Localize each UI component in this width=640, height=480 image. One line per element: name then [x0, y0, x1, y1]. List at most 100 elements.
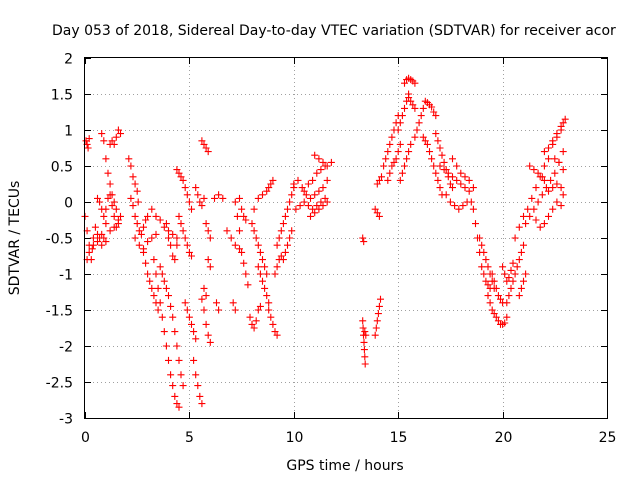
- data-point: [323, 176, 331, 184]
- data-point: [202, 292, 210, 300]
- data-point: [238, 205, 246, 213]
- data-point: [490, 310, 498, 318]
- data-point: [453, 176, 461, 184]
- data-point: [144, 238, 152, 246]
- y-tick-label: 2: [64, 52, 73, 68]
- data-point: [177, 220, 185, 228]
- data-point: [279, 220, 287, 228]
- data-point: [227, 234, 235, 242]
- data-point: [167, 241, 175, 249]
- data-point: [173, 166, 181, 174]
- data-point: [148, 284, 156, 292]
- data-point: [359, 234, 367, 242]
- data-point: [501, 270, 509, 278]
- data-point: [292, 205, 300, 213]
- data-point: [538, 191, 546, 199]
- data-point: [198, 400, 206, 408]
- data-point: [162, 284, 170, 292]
- data-point: [148, 234, 156, 242]
- data-point: [296, 202, 304, 210]
- data-point: [545, 212, 552, 220]
- data-point: [313, 202, 321, 210]
- data-point: [375, 176, 383, 184]
- data-point: [555, 158, 563, 166]
- data-point: [503, 277, 511, 285]
- data-point: [261, 284, 269, 292]
- data-point: [252, 317, 260, 325]
- data-point: [551, 155, 559, 163]
- data-point: [288, 191, 296, 199]
- data-point: [494, 292, 502, 300]
- data-point: [457, 169, 465, 177]
- data-point: [459, 202, 467, 210]
- data-point: [252, 234, 260, 242]
- data-points: [81, 74, 569, 411]
- data-point: [98, 130, 106, 138]
- data-point: [248, 320, 256, 328]
- data-point: [114, 126, 122, 134]
- data-point: [206, 263, 214, 271]
- data-point: [267, 180, 275, 188]
- data-point: [360, 346, 368, 354]
- data-point: [175, 212, 183, 220]
- data-point: [231, 198, 239, 206]
- y-tick-label: -2: [59, 340, 73, 356]
- data-point: [185, 248, 193, 256]
- data-point: [545, 155, 552, 163]
- data-point: [171, 256, 179, 264]
- data-point: [261, 263, 269, 271]
- data-point: [407, 97, 415, 105]
- data-point: [551, 169, 559, 177]
- y-tick-labels: 2 1.5 1 0.5 0 -0.5 -1 -1.5 -2 -2.5 -3: [46, 52, 73, 428]
- data-point: [142, 216, 150, 224]
- data-point: [204, 227, 212, 235]
- data-point: [319, 184, 327, 192]
- data-point: [549, 137, 557, 145]
- data-point: [298, 184, 306, 192]
- data-point: [300, 198, 308, 206]
- data-point: [275, 234, 283, 242]
- data-point: [360, 238, 368, 246]
- data-point: [472, 220, 479, 228]
- data-point: [380, 162, 388, 170]
- data-point: [150, 256, 158, 264]
- data-point: [436, 144, 444, 152]
- data-point: [254, 306, 262, 314]
- data-point: [557, 202, 565, 210]
- data-point: [140, 223, 147, 231]
- data-point: [279, 256, 287, 264]
- data-point: [428, 155, 436, 163]
- data-point: [362, 331, 370, 339]
- data-point: [488, 270, 496, 278]
- data-point: [501, 319, 509, 327]
- data-point: [173, 241, 181, 249]
- data-point: [384, 176, 392, 184]
- data-point: [494, 317, 502, 325]
- data-point: [497, 295, 504, 303]
- data-point: [317, 166, 325, 174]
- data-point: [307, 212, 314, 220]
- data-point: [317, 198, 325, 206]
- data-point: [206, 234, 214, 242]
- data-point: [407, 140, 415, 148]
- data-point: [248, 220, 256, 228]
- data-point: [242, 216, 250, 224]
- data-point: [286, 234, 294, 242]
- data-point: [269, 320, 277, 328]
- data-point: [517, 248, 525, 256]
- data-point: [160, 328, 168, 336]
- data-point: [440, 158, 448, 166]
- data-point: [194, 382, 202, 390]
- data-point: [156, 263, 164, 271]
- data-point: [311, 151, 319, 159]
- data-point: [553, 198, 561, 206]
- data-point: [478, 241, 486, 249]
- data-point: [188, 252, 195, 260]
- data-point: [198, 137, 206, 145]
- data-point: [457, 180, 465, 188]
- data-point: [288, 227, 296, 235]
- data-point: [231, 241, 239, 249]
- data-point: [467, 198, 475, 206]
- data-point: [104, 169, 112, 177]
- data-point: [183, 241, 191, 249]
